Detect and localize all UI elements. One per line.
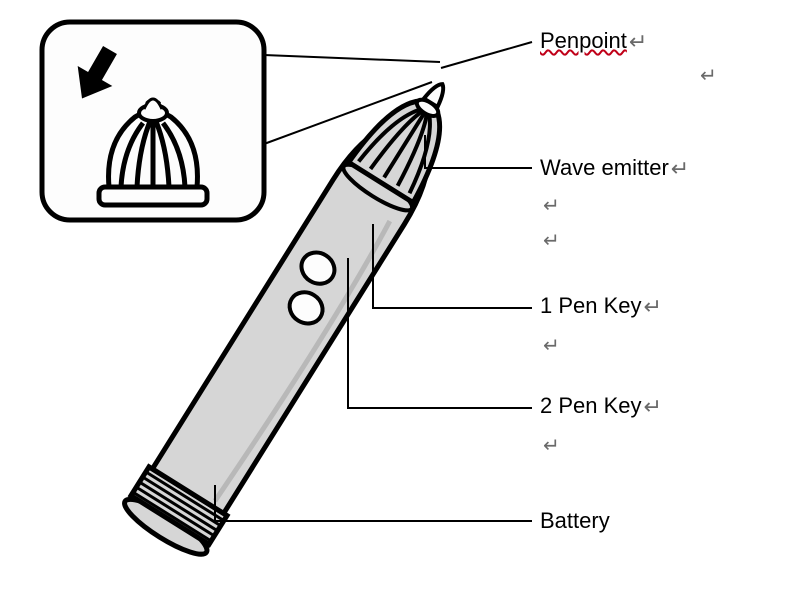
label-pen-key-1-text: 1 Pen Key (540, 293, 642, 318)
diagram-stage: Penpoint↵ ↵ Wave emitter↵ ↵ ↵ 1 Pen Key↵… (0, 0, 800, 590)
label-wave-emitter: Wave emitter↵ (540, 155, 689, 182)
return-arrow-icon: ↵ (629, 29, 647, 55)
label-pen-key-2: 2 Pen Key↵ (540, 393, 662, 420)
label-pen-key-2-text: 2 Pen Key (540, 393, 642, 418)
return-arrow-icon: ↵ (543, 228, 560, 253)
return-arrow-icon: ↵ (543, 333, 560, 358)
label-penpoint-text: Penpoint (540, 28, 627, 53)
label-pen-key-1: 1 Pen Key↵ (540, 293, 662, 320)
return-arrow-icon: ↵ (644, 294, 662, 320)
return-arrow-icon: ↵ (543, 433, 560, 458)
label-wave-emitter-text: Wave emitter (540, 155, 669, 180)
return-arrow-icon: ↵ (644, 394, 662, 420)
return-arrow-icon: ↵ (543, 193, 560, 218)
inset-box (42, 22, 264, 220)
label-battery-text: Battery (540, 508, 610, 533)
label-penpoint: Penpoint↵ (540, 28, 647, 55)
return-arrow-icon: ↵ (671, 156, 689, 182)
pen-diagram-svg (0, 0, 800, 590)
return-arrow-icon: ↵ (700, 63, 717, 88)
label-battery: Battery (540, 508, 610, 534)
